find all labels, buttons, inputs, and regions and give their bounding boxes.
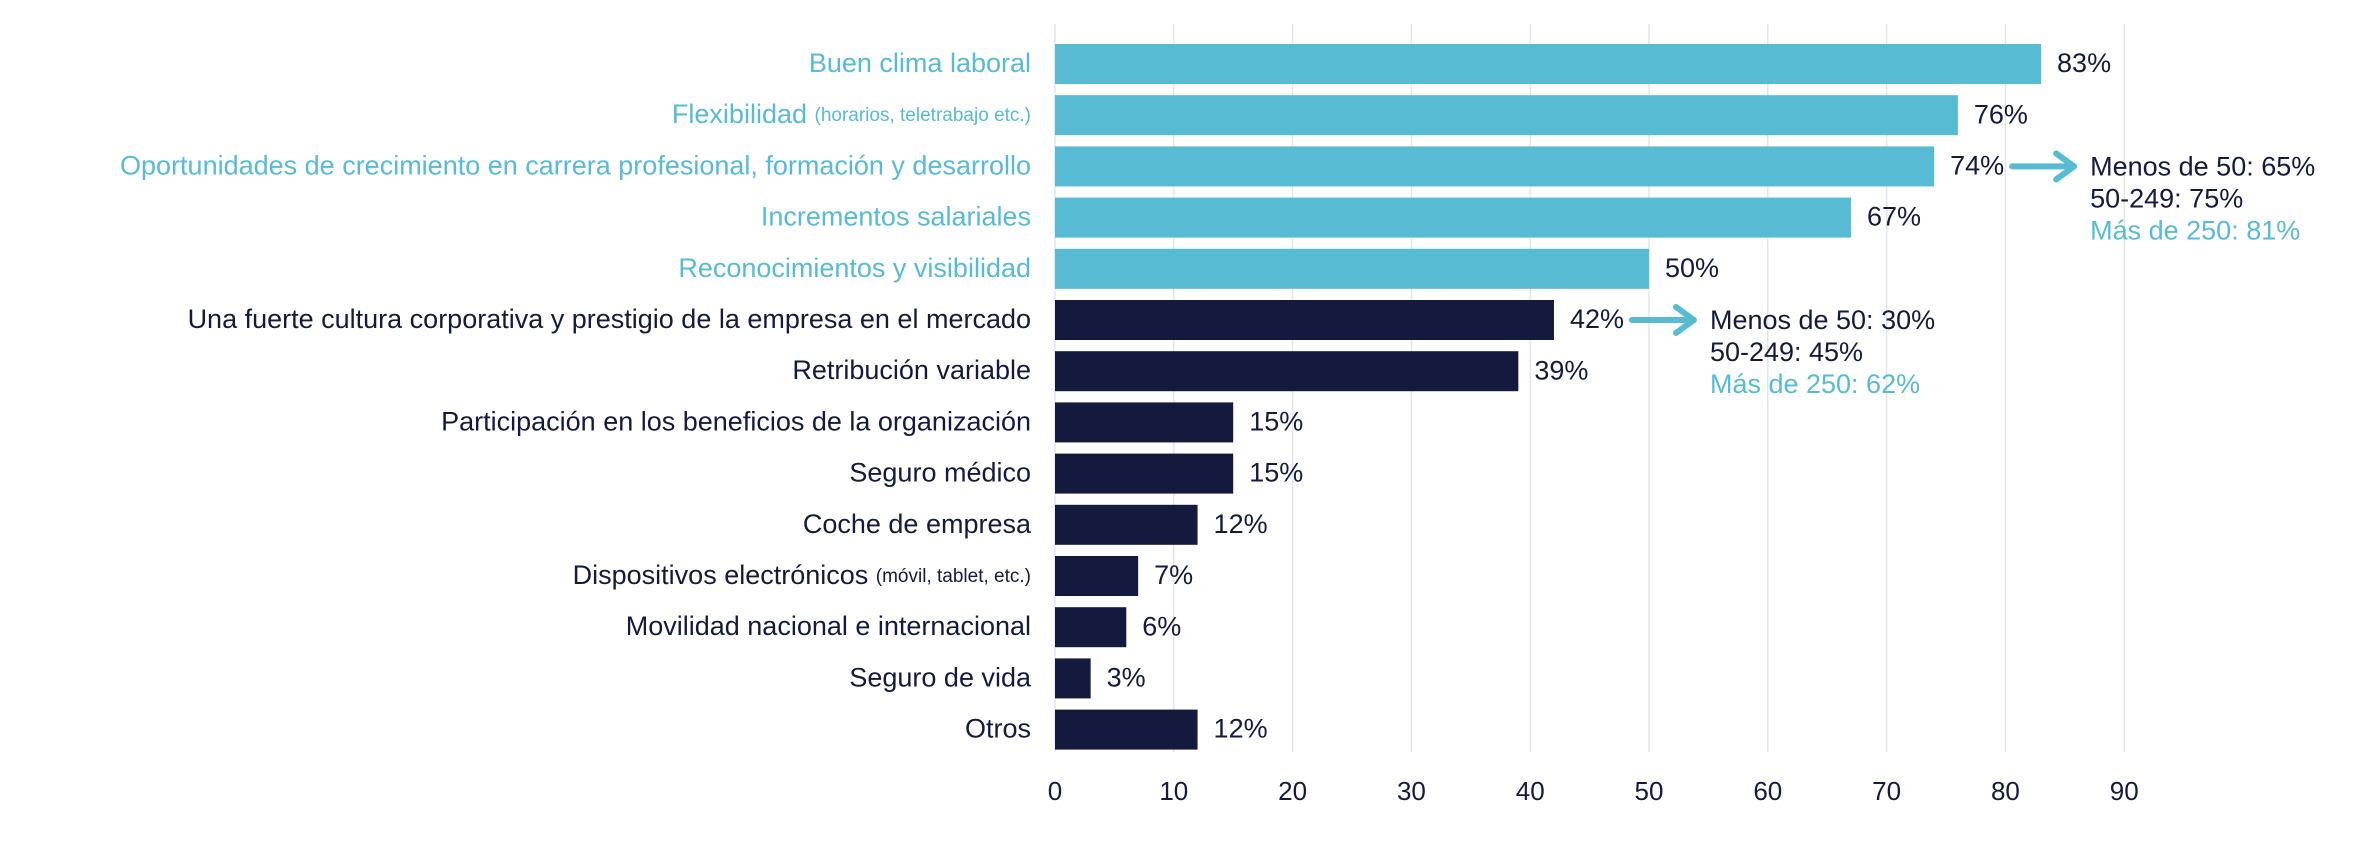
value-label: 74%: [1950, 151, 2004, 181]
category-label: Buen clima laboral: [809, 48, 1031, 78]
value-label: 39%: [1534, 355, 1588, 385]
bar: [1055, 453, 1234, 494]
category-label: Una fuerte cultura corporativa y prestig…: [188, 304, 1031, 334]
category-label: Retribución variable: [792, 355, 1031, 385]
bar: [1055, 607, 1127, 648]
bar: [1055, 248, 1649, 289]
value-label: 6%: [1142, 611, 1181, 641]
bar: [1055, 709, 1198, 750]
x-tick-label: 60: [1753, 776, 1782, 806]
annotation-line: Menos de 50: 65%: [2090, 151, 2315, 181]
bars: [1055, 44, 2042, 750]
bar: [1055, 197, 1851, 238]
value-label: 42%: [1570, 304, 1624, 334]
category-label: Flexibilidad (horarios, teletrabajo etc.…: [672, 99, 1031, 129]
bar: [1055, 351, 1519, 392]
x-tick-label: 50: [1635, 776, 1664, 806]
category-label: Coche de empresa: [803, 509, 1032, 539]
x-tick-label: 30: [1397, 776, 1426, 806]
x-tick-label: 80: [1991, 776, 2020, 806]
annotation-line: 50-249: 75%: [2090, 183, 2243, 213]
value-label: 67%: [1867, 202, 1921, 232]
bar: [1055, 44, 2042, 84]
category-label: Otros: [965, 714, 1031, 744]
value-labels: 83% 76% 74% 67% 50% 42% 39% 15% 15% 12% 7% 6% 3% 12%: [1107, 48, 2111, 744]
bar: [1055, 402, 1234, 443]
x-axis-ticks: 0 10 20 30 40 50 60 70 80 90: [1048, 776, 2139, 806]
annotation: Menos de 50: 65%50-249: 75%Más de 250: 8…: [2009, 150, 2315, 245]
category-labels: Buen clima laboral Flexibilidad (horarios…: [120, 48, 1032, 744]
x-tick-label: 70: [1872, 776, 1901, 806]
category-label: Movilidad nacional e internacional: [626, 611, 1031, 641]
annotation-line: Menos de 50: 30%: [1710, 305, 1935, 335]
arrow-head-icon: [1672, 304, 1697, 336]
annotation-line: 50-249: 45%: [1710, 337, 1863, 367]
x-tick-label: 10: [1159, 776, 1188, 806]
value-label: 83%: [2057, 48, 2111, 78]
annotation-line: Más de 250: 81%: [2090, 215, 2300, 245]
arrow-head-icon: [2053, 150, 2078, 183]
value-label: 76%: [1974, 99, 2028, 129]
bar: [1055, 95, 1958, 136]
value-label: 15%: [1249, 407, 1303, 437]
category-label: Seguro de vida: [849, 663, 1032, 693]
category-label: Incrementos salariales: [761, 202, 1031, 232]
x-tick-label: 40: [1516, 776, 1545, 806]
category-label: Reconocimientos y visibilidad: [678, 253, 1031, 283]
bar: [1055, 504, 1198, 545]
x-tick-label: 0: [1048, 776, 1062, 806]
category-label: Participación en los beneficios de la or…: [441, 407, 1031, 437]
x-tick-label: 90: [2110, 776, 2139, 806]
x-tick-label: 20: [1278, 776, 1307, 806]
bar: [1055, 146, 1935, 187]
bar: [1055, 556, 1139, 596]
value-label: 12%: [1214, 714, 1268, 744]
value-label: 12%: [1214, 509, 1268, 539]
annotations: Menos de 50: 65%50-249: 75%Más de 250: 8…: [1628, 150, 2315, 399]
category-label: Dispositivos electrónicos (móvil, tablet…: [573, 560, 1031, 590]
value-label: 3%: [1107, 663, 1146, 693]
value-label: 7%: [1154, 560, 1193, 590]
bar: [1055, 658, 1091, 699]
category-label: Oportunidades de crecimiento en carrera …: [120, 151, 1031, 181]
annotation-line: Más de 250: 62%: [1710, 369, 1920, 399]
value-label: 50%: [1665, 253, 1719, 283]
annotation: Menos de 50: 30%50-249: 45%Más de 250: 6…: [1628, 304, 1935, 399]
bar: [1055, 300, 1554, 340]
value-label: 15%: [1249, 458, 1303, 488]
category-label: Seguro médico: [849, 458, 1031, 488]
grid-lines: [1054, 24, 2125, 752]
